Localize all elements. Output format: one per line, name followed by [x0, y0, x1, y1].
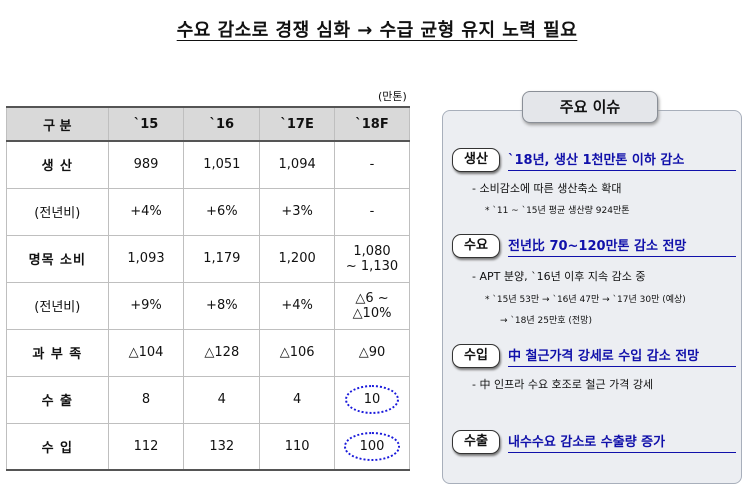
table-cell-highlighted: 10	[334, 375, 410, 424]
table-cell: -	[334, 187, 410, 236]
table-cell: 4	[259, 375, 336, 424]
table-cell: 8	[107, 375, 185, 424]
table-row-balance: 과 부 족 △104 △128 △106 △90	[6, 328, 410, 377]
issue-demand: 수요 전년比 70~120만톤 감소 전망	[452, 234, 736, 258]
issue-note: - 中 인프라 수요 호조로 철근 가격 강세	[472, 378, 654, 391]
table-cell: 112	[107, 422, 185, 471]
issue-tag: 생산	[452, 148, 500, 172]
highlight-circle: 10	[345, 385, 400, 414]
table-header-row: 구 분 `15 `16 `17E `18F	[6, 106, 410, 142]
issue-note: - 소비감소에 따른 생산축소 확대	[472, 182, 622, 195]
header-year: `17E	[259, 106, 336, 142]
table-cell: 132	[183, 422, 261, 471]
table-row-production-yoy: (전년비) +4% +6% +3% -	[6, 187, 410, 236]
header-year: `15	[107, 106, 185, 142]
cell-line: 1,080	[353, 243, 391, 259]
issue-export: 수출 내수수요 감소로 수출량 증가	[452, 430, 736, 454]
row-label: 과 부 족	[6, 328, 109, 377]
table-row-consumption-yoy: (전년비) +9% +8% +4% △6 ~ △10%	[6, 281, 410, 330]
table-cell: 1,080 ~ 1,130	[334, 234, 410, 283]
table-row-consumption: 명목 소비 1,093 1,179 1,200 1,080 ~ 1,130	[6, 234, 410, 283]
table-row-production: 생 산 989 1,051 1,094 -	[6, 140, 410, 189]
table-cell: +9%	[107, 281, 185, 330]
table-cell: △104	[107, 328, 185, 377]
table-cell: +8%	[183, 281, 261, 330]
table-cell: 1,179	[183, 234, 261, 283]
issue-tag: 수출	[452, 430, 500, 454]
table-cell: 1,094	[259, 140, 336, 189]
highlight-circle: 100	[343, 431, 401, 461]
issue-tag: 수입	[452, 344, 500, 368]
row-label: 수 입	[6, 422, 109, 471]
issue-headline: 中 철근가격 강세로 수입 감소 전망	[508, 345, 736, 367]
table-cell: △90	[334, 328, 410, 377]
row-label: 수 출	[6, 375, 109, 424]
issue-note: * `15년 53만 → `16년 47만 → `17년 30만 (예상)	[485, 295, 686, 305]
issue-note: * `11 ~ `15년 평균 생산량 924만톤	[485, 206, 630, 216]
page-title: 수요 감소로 경쟁 심화 → 수급 균형 유지 노력 필요	[176, 20, 578, 41]
table-row-export: 수 출 8 4 4 10	[6, 375, 410, 424]
issues-panel	[442, 110, 742, 484]
table-cell: 110	[259, 422, 336, 471]
table-cell: △106	[259, 328, 336, 377]
table-cell: +6%	[183, 187, 261, 236]
table-cell-highlighted: 100	[334, 422, 410, 471]
row-label: (전년비)	[6, 187, 109, 236]
table-cell: 989	[107, 140, 185, 189]
table-cell: △6 ~ △10%	[334, 281, 410, 330]
issue-note: → `18년 25만호 (전망)	[500, 316, 592, 326]
table-row-import: 수 입 112 132 110 100	[6, 422, 410, 471]
header-year: `18F	[334, 106, 410, 142]
issue-note: - APT 분양, `16년 이후 지속 감소 중	[472, 270, 646, 283]
issue-headline: 내수수요 감소로 수출량 증가	[508, 431, 736, 453]
row-label: 명목 소비	[6, 234, 109, 283]
issue-headline: `18년, 생산 1천만톤 이하 감소	[508, 149, 736, 171]
table-cell: +4%	[107, 187, 185, 236]
table-cell: 1,200	[259, 234, 336, 283]
table-cell: 4	[183, 375, 261, 424]
cell-line: ~ 1,130	[345, 258, 399, 274]
issue-tag: 수요	[452, 234, 500, 258]
issue-import: 수입 中 철근가격 강세로 수입 감소 전망	[452, 344, 736, 368]
table-cell: +4%	[259, 281, 336, 330]
header-category: 구 분	[6, 106, 109, 142]
header-year: `16	[183, 106, 261, 142]
supply-demand-table: 구 분 `15 `16 `17E `18F 생 산 989 1,051 1,09…	[6, 106, 410, 471]
row-label: 생 산	[6, 140, 109, 189]
table-cell: -	[334, 140, 410, 189]
table-cell: 1,093	[107, 234, 185, 283]
issues-panel-title: 주요 이슈	[522, 91, 658, 123]
issue-production: 생산 `18년, 생산 1천만톤 이하 감소	[452, 148, 736, 172]
table-cell: 1,051	[183, 140, 261, 189]
row-label: (전년비)	[6, 281, 109, 330]
table-cell: △128	[183, 328, 261, 377]
unit-label: (만톤)	[378, 90, 407, 103]
table-cell: +3%	[259, 187, 336, 236]
issue-headline: 전년比 70~120만톤 감소 전망	[508, 235, 736, 257]
